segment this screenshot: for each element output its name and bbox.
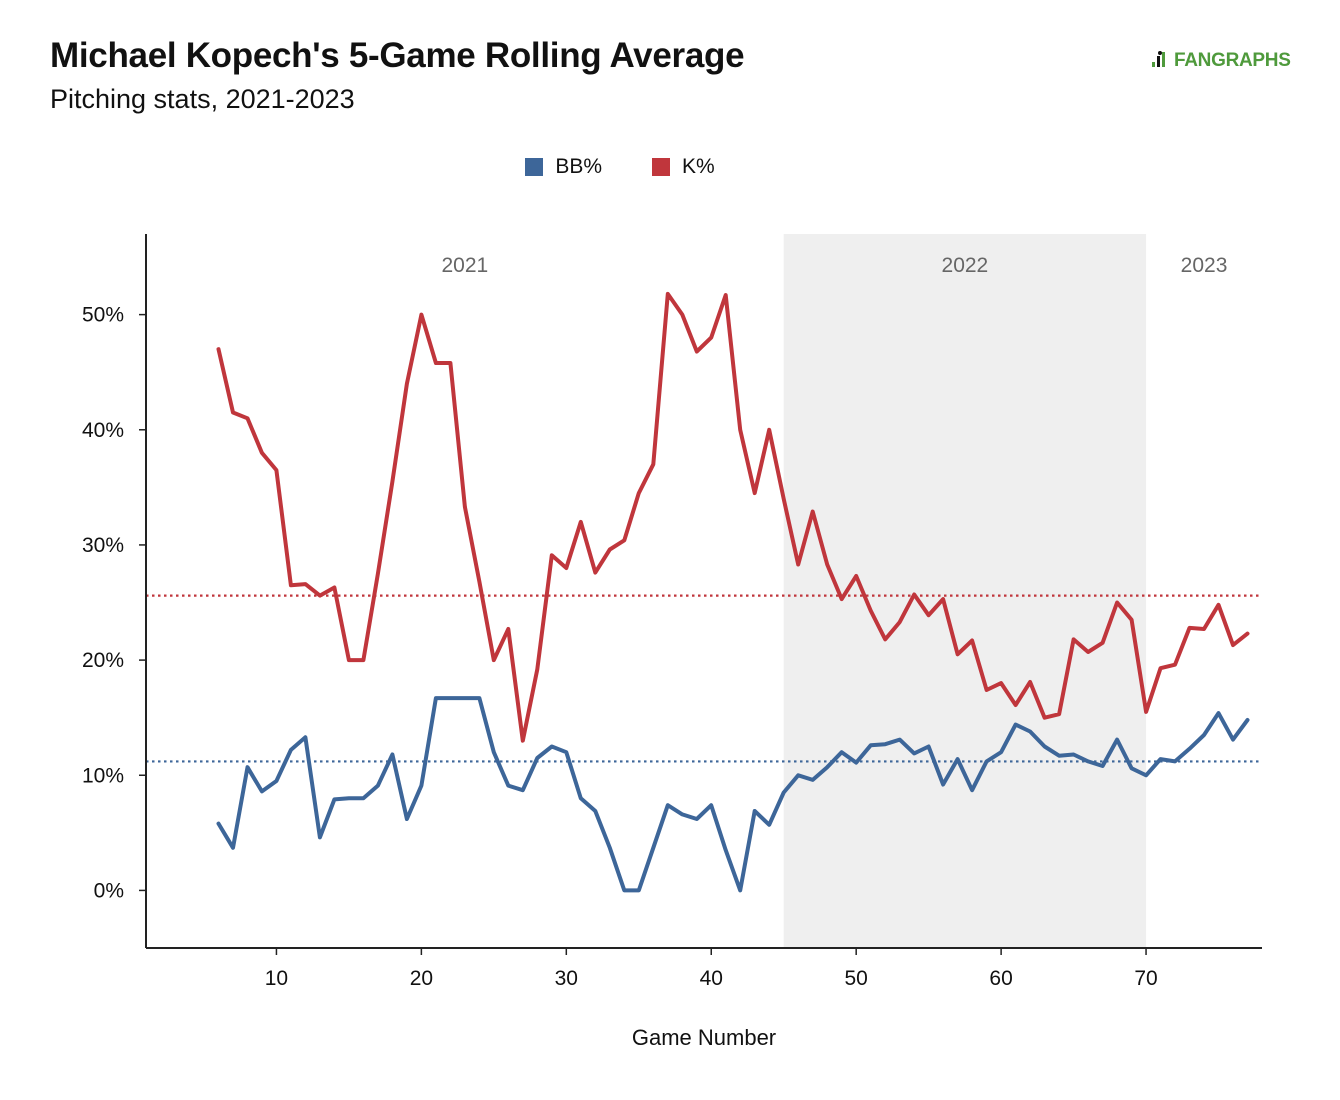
legend-swatch <box>652 158 670 176</box>
y-tick-label: 0% <box>94 879 124 902</box>
x-tick-label: 30 <box>555 967 578 990</box>
legend-item-bb: BB% <box>525 155 602 179</box>
fangraphs-logo[interactable]: FANGRAPHS <box>1150 50 1291 72</box>
series-line-bb <box>216 696 1250 893</box>
x-tick-label: 60 <box>989 967 1012 990</box>
y-tick-label: 50% <box>82 304 124 327</box>
chart-legend: BB% K% <box>0 155 1240 179</box>
series-line-k <box>216 291 1250 743</box>
series-lines <box>216 291 1250 893</box>
x-tick-label: 50 <box>845 967 868 990</box>
y-tick-label: 10% <box>82 764 124 787</box>
x-tick-label: 10 <box>265 967 288 990</box>
season-regions: 2021 2022 2023 <box>441 234 1227 948</box>
reference-lines <box>146 594 1262 763</box>
y-tick-label: 40% <box>82 419 124 442</box>
logo-text: FANGRAPHS <box>1174 50 1291 71</box>
legend-label: K% <box>682 155 715 178</box>
x-tick-label: 70 <box>1134 967 1157 990</box>
legend-swatch <box>525 158 544 176</box>
y-tick-label: 30% <box>82 534 124 557</box>
fangraphs-logo-icon <box>1152 51 1165 67</box>
x-tick-label: 40 <box>700 967 723 990</box>
chart-title: Michael Kopech's 5-Game Rolling Average <box>50 36 745 75</box>
x-tick-label: 20 <box>410 967 433 990</box>
x-axis-title: Game Number <box>632 1025 776 1050</box>
season-shade-2022 <box>783 234 1147 948</box>
chart-axes: 0% 10% 20% 30% 40% 50% 10 20 30 40 50 60 70 Game Numb… <box>82 234 1262 1050</box>
season-label-2023: 2023 <box>1181 254 1228 277</box>
legend-item-k: K% <box>652 155 715 179</box>
season-label-2022: 2022 <box>942 254 989 277</box>
season-label-2021: 2021 <box>441 254 488 277</box>
legend-label: BB% <box>555 155 602 178</box>
chart-subtitle: Pitching stats, 2021-2023 <box>50 84 355 114</box>
y-tick-label: 20% <box>82 649 124 672</box>
